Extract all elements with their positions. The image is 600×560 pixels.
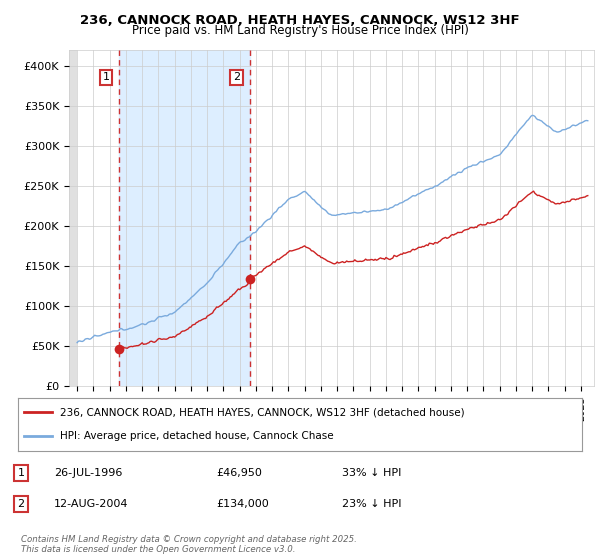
Bar bbox=[119, 50, 250, 386]
Text: 1: 1 bbox=[17, 468, 25, 478]
Text: 2: 2 bbox=[233, 72, 241, 82]
Text: 1: 1 bbox=[103, 72, 110, 82]
Text: 26-JUL-1996: 26-JUL-1996 bbox=[54, 468, 122, 478]
Bar bbox=[69, 50, 77, 386]
Text: Contains HM Land Registry data © Crown copyright and database right 2025.
This d: Contains HM Land Registry data © Crown c… bbox=[21, 535, 357, 554]
Text: 23% ↓ HPI: 23% ↓ HPI bbox=[342, 499, 401, 509]
Text: 236, CANNOCK ROAD, HEATH HAYES, CANNOCK, WS12 3HF: 236, CANNOCK ROAD, HEATH HAYES, CANNOCK,… bbox=[80, 14, 520, 27]
Text: 236, CANNOCK ROAD, HEATH HAYES, CANNOCK, WS12 3HF (detached house): 236, CANNOCK ROAD, HEATH HAYES, CANNOCK,… bbox=[60, 408, 465, 418]
Text: 2: 2 bbox=[17, 499, 25, 509]
Text: 33% ↓ HPI: 33% ↓ HPI bbox=[342, 468, 401, 478]
Text: £46,950: £46,950 bbox=[216, 468, 262, 478]
Text: 12-AUG-2004: 12-AUG-2004 bbox=[54, 499, 128, 509]
Text: Price paid vs. HM Land Registry's House Price Index (HPI): Price paid vs. HM Land Registry's House … bbox=[131, 24, 469, 37]
Text: HPI: Average price, detached house, Cannock Chase: HPI: Average price, detached house, Cann… bbox=[60, 431, 334, 441]
Text: £134,000: £134,000 bbox=[216, 499, 269, 509]
